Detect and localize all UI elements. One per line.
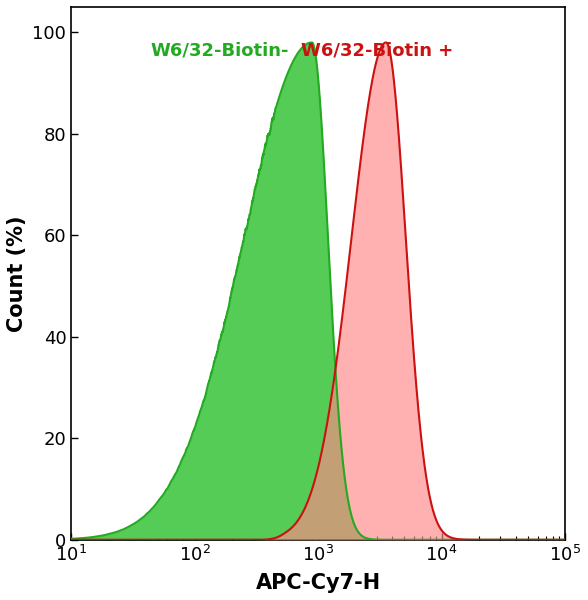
X-axis label: APC-Cy7-H: APC-Cy7-H [256,573,380,593]
Text: W6/32-Biotin +: W6/32-Biotin + [301,41,453,59]
Text: W6/32-Biotin-: W6/32-Biotin- [150,41,289,59]
Y-axis label: Count (%): Count (%) [7,215,27,332]
